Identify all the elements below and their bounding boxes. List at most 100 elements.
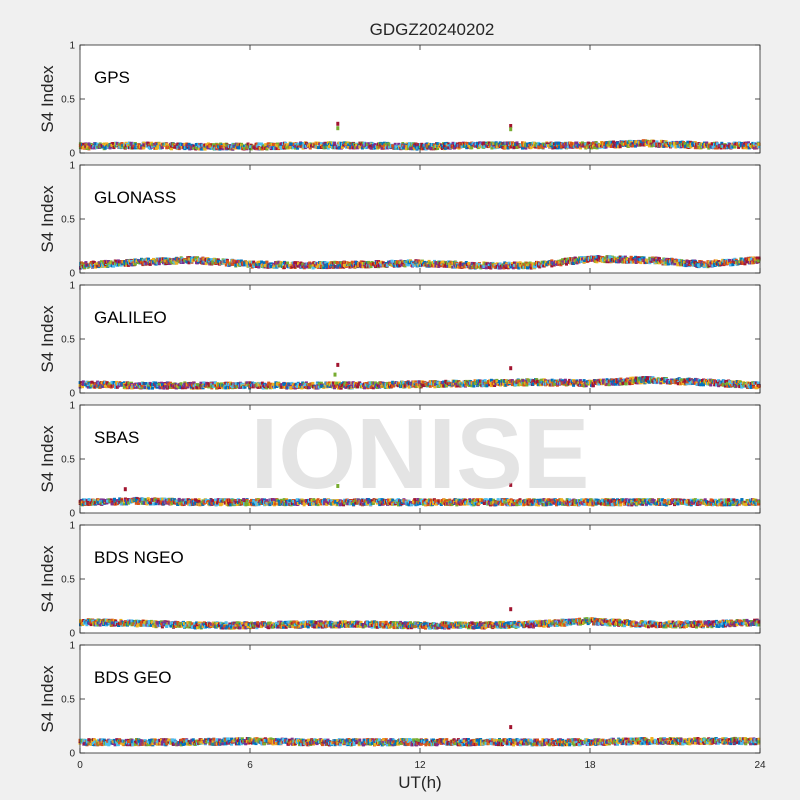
data-point — [243, 263, 247, 267]
data-point — [258, 263, 262, 266]
data-point — [344, 385, 348, 389]
data-point — [326, 263, 330, 266]
data-point — [757, 256, 761, 260]
data-point — [512, 143, 516, 147]
data-point — [289, 142, 293, 146]
data-point — [252, 260, 256, 264]
data-point — [157, 146, 161, 150]
data-point — [715, 142, 719, 146]
panel-label: GLONASS — [94, 188, 176, 207]
data-point — [137, 143, 141, 147]
data-point — [526, 266, 530, 270]
data-point — [143, 259, 147, 263]
data-point — [698, 260, 702, 263]
data-point — [186, 385, 190, 389]
data-point — [134, 385, 137, 389]
data-point — [324, 261, 328, 265]
data-point — [356, 385, 360, 389]
data-point — [565, 262, 568, 266]
data-point — [667, 262, 671, 266]
data-point — [582, 260, 586, 264]
data-point — [673, 262, 677, 266]
data-point — [517, 266, 521, 270]
data-point — [594, 141, 598, 144]
data-point — [207, 258, 211, 262]
data-point — [717, 145, 721, 149]
data-point — [183, 382, 187, 386]
data-point — [412, 380, 416, 384]
data-point — [195, 146, 199, 150]
data-point — [504, 383, 508, 387]
data-point — [728, 142, 732, 146]
data-point — [224, 263, 228, 267]
data-point — [715, 146, 719, 150]
data-point — [347, 146, 351, 149]
data-point — [510, 262, 514, 266]
data-point — [503, 261, 507, 265]
data-point — [253, 265, 257, 268]
data-point — [495, 380, 499, 384]
data-point — [550, 264, 554, 268]
data-point — [568, 145, 572, 149]
data-point — [231, 262, 235, 266]
data-point — [647, 144, 651, 148]
data-point — [621, 257, 625, 261]
data-point — [595, 260, 599, 264]
data-point — [393, 142, 397, 146]
data-point — [302, 142, 306, 146]
data-point — [342, 260, 346, 264]
data-point — [752, 261, 756, 265]
data-points — [78, 362, 761, 390]
data-point — [257, 383, 261, 387]
data-point — [521, 141, 524, 145]
data-point — [621, 255, 625, 259]
data-point — [203, 147, 207, 151]
data-point — [202, 261, 206, 265]
data-point — [389, 382, 393, 386]
data-point — [689, 145, 693, 149]
data-point — [437, 381, 441, 385]
data-point — [414, 145, 418, 149]
data-point — [325, 264, 329, 268]
data-point — [517, 379, 521, 383]
data-point — [538, 265, 542, 269]
data-point — [400, 146, 404, 150]
data-point — [151, 143, 154, 147]
data-point — [417, 380, 421, 384]
data-point — [540, 260, 544, 264]
y-tick-label: 0.5 — [61, 215, 75, 226]
data-point — [751, 141, 755, 145]
data-point — [339, 386, 343, 390]
data-point — [484, 266, 488, 270]
data-point — [129, 261, 132, 265]
data-point — [90, 382, 94, 386]
data-point — [737, 143, 741, 147]
data-point — [593, 255, 597, 259]
data-point — [160, 142, 164, 146]
data-point — [81, 385, 84, 389]
data-point — [443, 142, 447, 146]
spike-point — [509, 127, 513, 132]
data-point — [708, 142, 712, 146]
data-point — [420, 147, 424, 151]
data-point — [140, 385, 144, 389]
data-point — [319, 262, 323, 266]
data-point — [281, 263, 285, 266]
data-point — [82, 262, 86, 266]
data-point — [112, 381, 116, 384]
data-point — [80, 381, 84, 385]
data-point — [504, 145, 508, 149]
data-point — [332, 383, 335, 387]
data-point — [140, 144, 144, 148]
data-point — [488, 383, 492, 387]
data-point — [151, 386, 154, 390]
data-point — [270, 262, 274, 266]
data-point — [342, 143, 346, 147]
data-point — [652, 139, 656, 143]
data-point — [249, 147, 253, 151]
data-point — [181, 258, 185, 262]
data-point — [443, 146, 447, 150]
data-point — [369, 265, 373, 268]
data-point — [514, 383, 517, 387]
